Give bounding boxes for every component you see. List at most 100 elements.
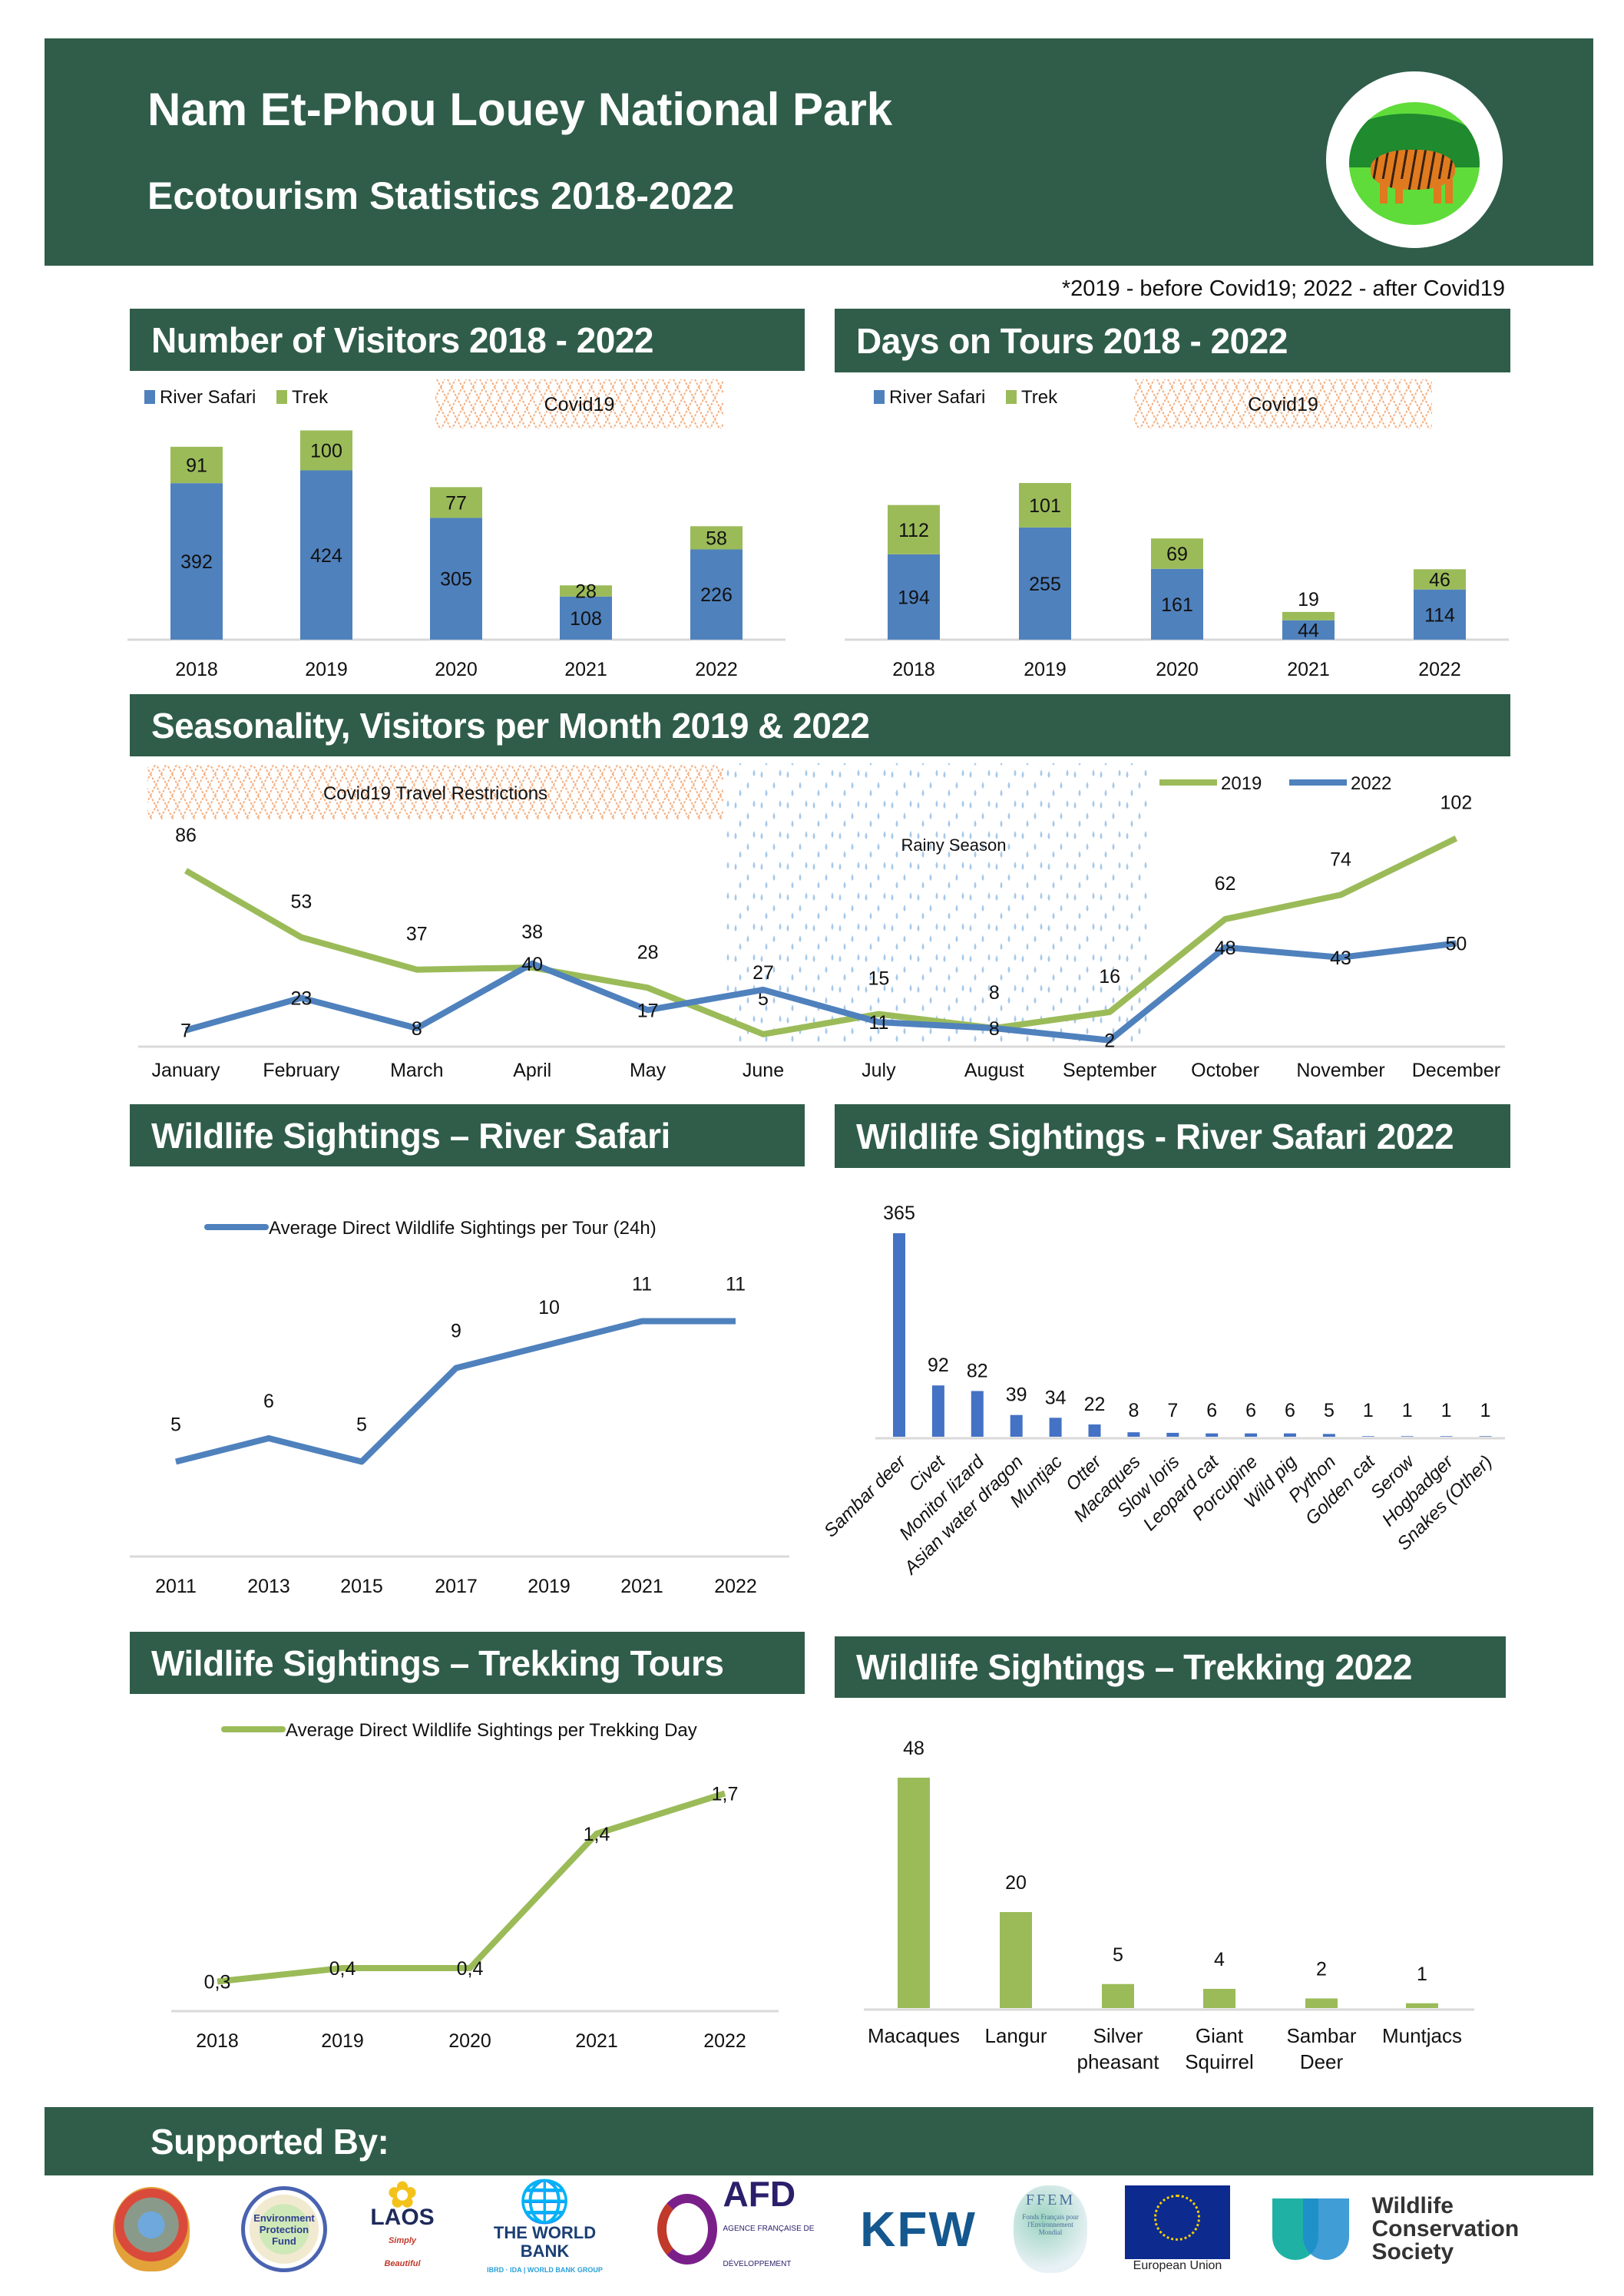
data-label-trek: 19 <box>1298 589 1319 610</box>
data-label-river-safari: 194 <box>898 587 930 608</box>
covid-annotation: Covid19 Travel Restrictions <box>323 783 547 804</box>
x-tick-label: 2011 <box>155 1576 197 1597</box>
data-label-trek: 69 <box>1166 544 1188 565</box>
month-label: February <box>263 1060 340 1081</box>
bar-trek <box>1282 611 1335 620</box>
data-label-2022: 43 <box>1330 948 1351 969</box>
x-tick-label: 2022 <box>1418 659 1461 680</box>
data-label: 2 <box>1316 1959 1327 1980</box>
data-label: 4 <box>1214 1949 1225 1970</box>
bar-river-safari <box>1282 620 1335 640</box>
data-label-2019: 37 <box>406 924 428 945</box>
month-label: October <box>1191 1060 1259 1081</box>
supporter-logo-4: AFD AGENCE FRANÇAISE DE DÉVELOPPEMENT <box>650 2176 822 2273</box>
legend-label-trek: Trek <box>1021 387 1058 408</box>
bar <box>1000 1912 1032 2008</box>
data-label: 48 <box>903 1738 924 1759</box>
legend-label-2019: 2019 <box>1221 773 1262 794</box>
data-label-2022: 8 <box>989 1018 1000 1040</box>
data-label: 34 <box>1045 1387 1067 1408</box>
month-label: January <box>152 1060 220 1081</box>
covid-annotation: Covid19 <box>544 394 615 415</box>
bar <box>1245 1433 1258 1437</box>
x-tick-label: 2022 <box>703 2030 746 2052</box>
x-tick-label: 2013 <box>247 1576 290 1597</box>
x-tick-label: Langur <box>984 2024 1047 2047</box>
bar-trek <box>690 526 743 550</box>
bar <box>1305 1998 1338 2008</box>
stacked-bar-chart-1: Covid19 River Safari Trek 194 112 2018 255 101 2… <box>845 379 1509 680</box>
bar <box>898 1778 930 2008</box>
legend-label-trek: Trek <box>292 387 329 408</box>
section-title-days: Days on Tours 2018 - 2022 <box>835 309 1510 372</box>
bar-trek <box>170 446 223 484</box>
data-label: 5 <box>1324 1400 1335 1421</box>
data-label-2019: 16 <box>1099 966 1120 988</box>
stacked-bar-chart-0: Covid19 River Safari Trek 392 91 2018 424 100 20… <box>127 379 786 680</box>
bar <box>1206 1433 1219 1437</box>
legend-swatch-trek <box>1006 390 1017 404</box>
data-label: 1,7 <box>712 1784 739 1805</box>
bar-river-safari <box>1019 527 1071 640</box>
month-label: November <box>1296 1060 1384 1081</box>
data-label: 92 <box>928 1355 949 1376</box>
bar-river-safari <box>1151 568 1203 640</box>
x-tick-label: Sambar Deer <box>1286 2024 1357 2073</box>
bar <box>1166 1432 1179 1437</box>
page-subtitle: Ecotourism Statistics 2018-2022 <box>147 174 735 217</box>
data-label-2019: 53 <box>290 892 312 913</box>
bar-trek <box>300 430 352 471</box>
data-label-2022: 2 <box>1104 1031 1115 1052</box>
x-tick-label: 2022 <box>695 659 738 680</box>
bar <box>1203 1989 1235 2008</box>
x-tick-label: 2020 <box>1156 659 1199 680</box>
x-tick-label: 2020 <box>435 659 478 680</box>
data-label-trek: 46 <box>1429 569 1450 591</box>
x-tick-label: 2018 <box>892 659 935 680</box>
bar <box>1440 1436 1453 1437</box>
national-emblem-icon <box>113 2187 190 2271</box>
data-label-river-safari: 255 <box>1029 574 1061 595</box>
x-tick-label: 2019 <box>1024 659 1067 680</box>
bar <box>1127 1432 1140 1437</box>
page-title: Nam Et-Phou Louey National Park <box>147 84 893 135</box>
bar-river-safari <box>170 483 223 640</box>
section-title-seasonality: Seasonality, Visitors per Month 2019 & 2… <box>130 694 1510 756</box>
epf-name: Environment Protection Fund <box>253 2212 315 2247</box>
x-tick-label: 2018 <box>196 2030 239 2052</box>
bar-river-safari <box>1414 589 1466 640</box>
supporter-logo-5: KFW <box>860 2202 977 2257</box>
data-label-trek: 101 <box>1029 495 1061 517</box>
section-title-river-safari: Wildlife Sightings – River Safari <box>130 1104 805 1166</box>
data-label: 5 <box>356 1414 367 1436</box>
data-label: 82 <box>967 1360 988 1381</box>
data-label: 365 <box>883 1203 915 1224</box>
data-label: 39 <box>1006 1385 1027 1406</box>
x-tick-label: Muntjacs <box>1381 2024 1463 2047</box>
data-label-2022: 11 <box>868 1012 888 1034</box>
seasonality-line-chart: Covid19 Travel Restrictions Rainy Season 8… <box>138 763 1505 1081</box>
data-label: 1 <box>1417 1964 1427 1985</box>
x-tick-label: 2021 <box>564 659 607 680</box>
data-label-river-safari: 424 <box>310 545 342 567</box>
data-label: 6 <box>1206 1400 1217 1421</box>
section-title-visitors: Number of Visitors 2018 - 2022 <box>130 309 805 371</box>
bar-river-safari <box>300 470 352 640</box>
data-label: 10 <box>538 1297 560 1318</box>
supporter-logo-2: ✿ LAOS Simply Beautiful <box>370 2175 435 2268</box>
data-label-2022: 8 <box>412 1018 422 1040</box>
data-label: 1 <box>1441 1400 1452 1421</box>
month-label: September <box>1063 1060 1156 1081</box>
data-label-2019: 15 <box>868 968 889 990</box>
data-label: 1 <box>1363 1400 1374 1421</box>
covid-band <box>1134 379 1432 428</box>
covid-annotation: Covid19 <box>1248 394 1318 415</box>
series-line <box>217 1790 726 1985</box>
supporter-logo-3: 🌐 THE WORLD BANK IBRD · IDA | WORLD BANK G… <box>487 2179 603 2274</box>
x-tick-label: 2018 <box>175 659 218 680</box>
data-label-trek: 58 <box>706 528 727 549</box>
data-label-2022: 27 <box>752 962 774 984</box>
data-label: 8 <box>1128 1400 1139 1421</box>
data-label: 0,3 <box>204 1972 231 1993</box>
bar-trek <box>560 585 612 597</box>
